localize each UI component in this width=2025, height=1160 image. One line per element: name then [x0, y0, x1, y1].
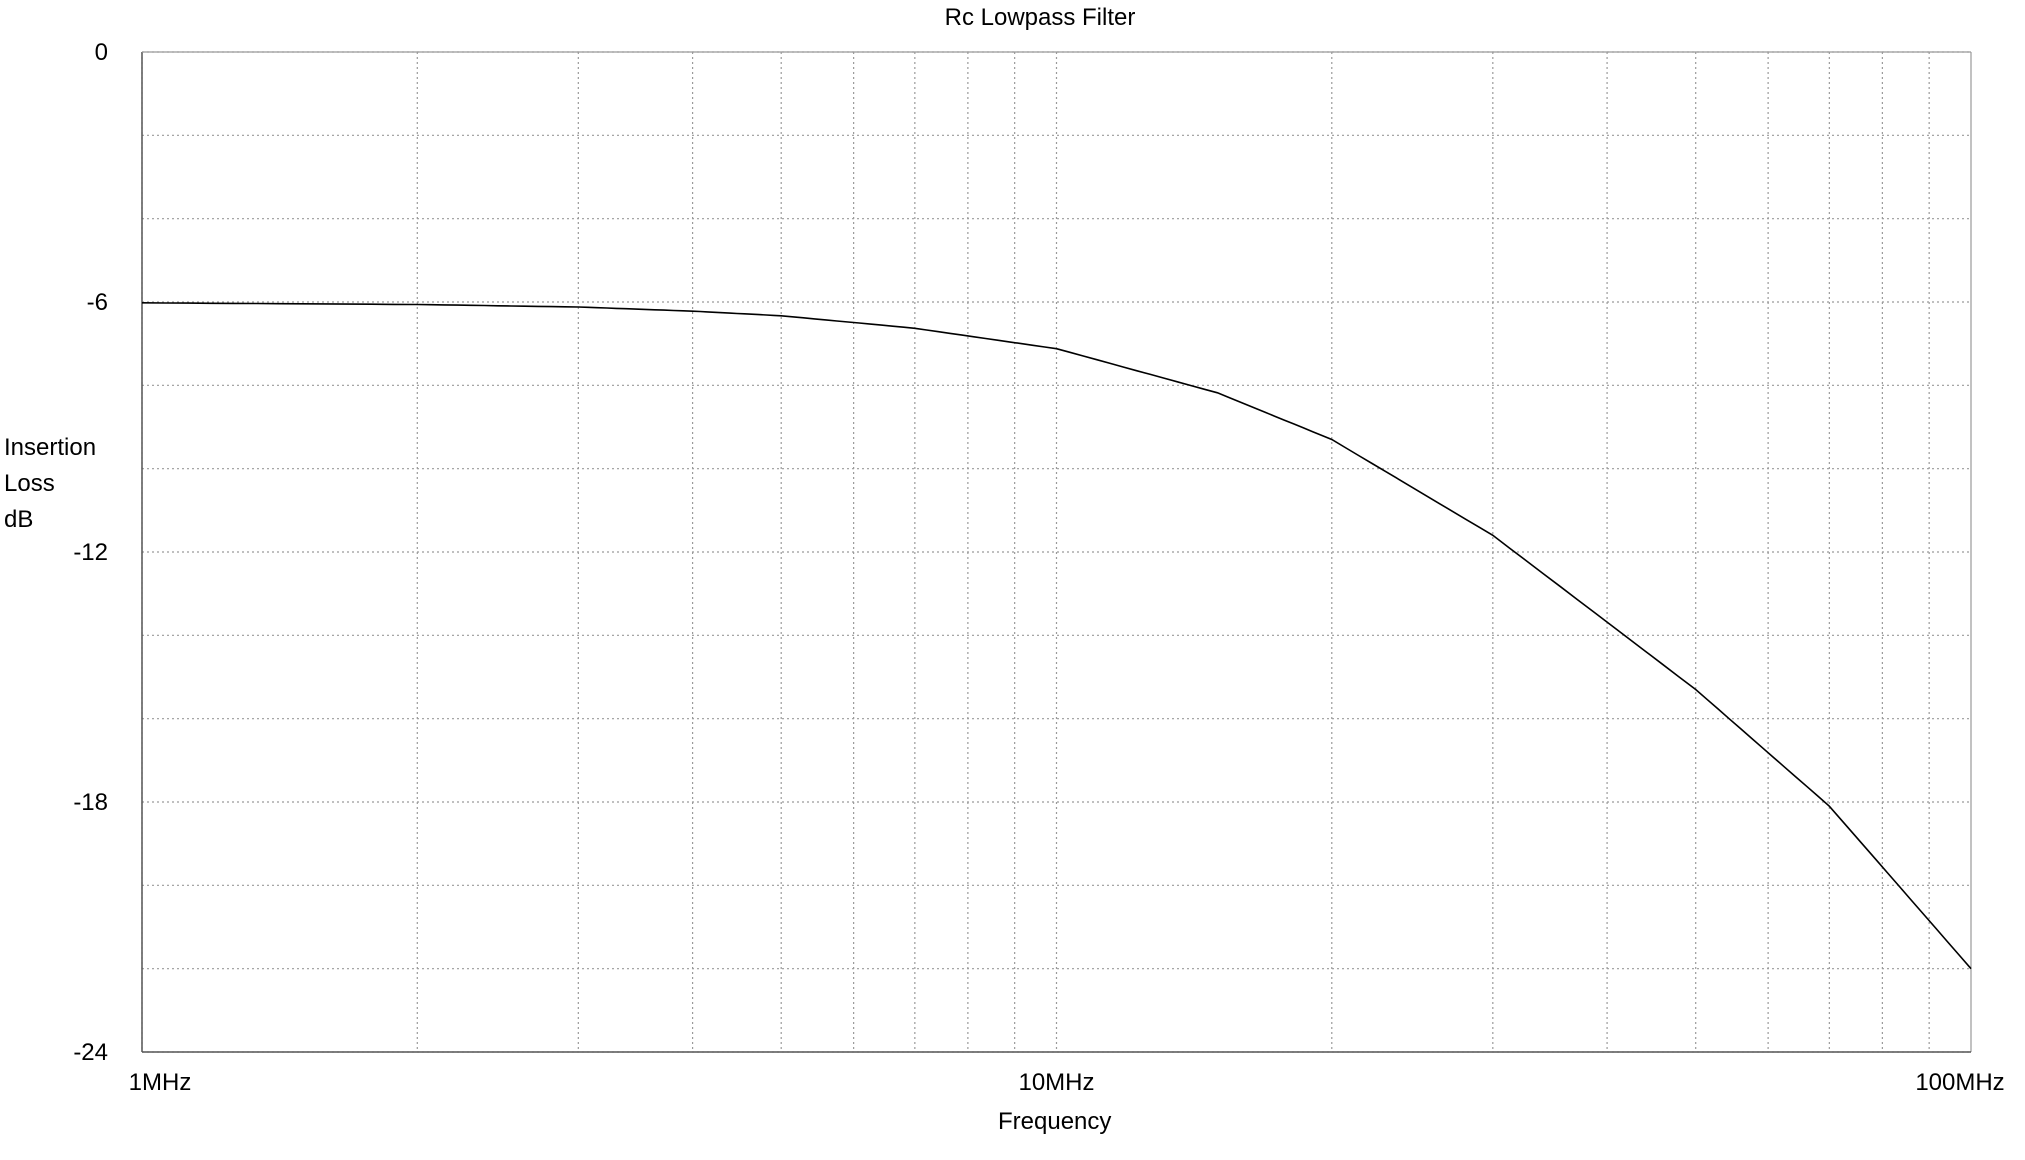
y-axis-label-line: Loss [4, 470, 55, 497]
y-axis-label: Insertion Loss dB [4, 430, 96, 538]
y-tick-label: -18 [73, 789, 108, 816]
series-line [141, 302, 1972, 970]
y-tick-label: -12 [73, 539, 108, 566]
y-tick-label: 0 [95, 39, 108, 66]
x-tick-label: 100MHz [1915, 1069, 2004, 1096]
chart-title: Rc Lowpass Filter [944, 4, 1136, 31]
y-tick-label: -24 [73, 1039, 108, 1066]
y-tick-label: -6 [87, 289, 108, 316]
y-axis-label-line: Insertion [4, 434, 97, 461]
x-tick-label: 1MHz [129, 1069, 192, 1096]
tick-labels: 0 -6 -12 -18 -24 1MHz 10MHz 100MHz [73, 39, 2004, 1096]
series-group [141, 302, 1972, 970]
y-axis-label-line: dB [4, 506, 34, 533]
x-tick-label: 10MHz [1018, 1069, 1094, 1096]
grid [141, 51, 1971, 1053]
x-axis-label: Frequency [998, 1108, 1112, 1135]
plot-frame [141, 51, 1972, 1053]
